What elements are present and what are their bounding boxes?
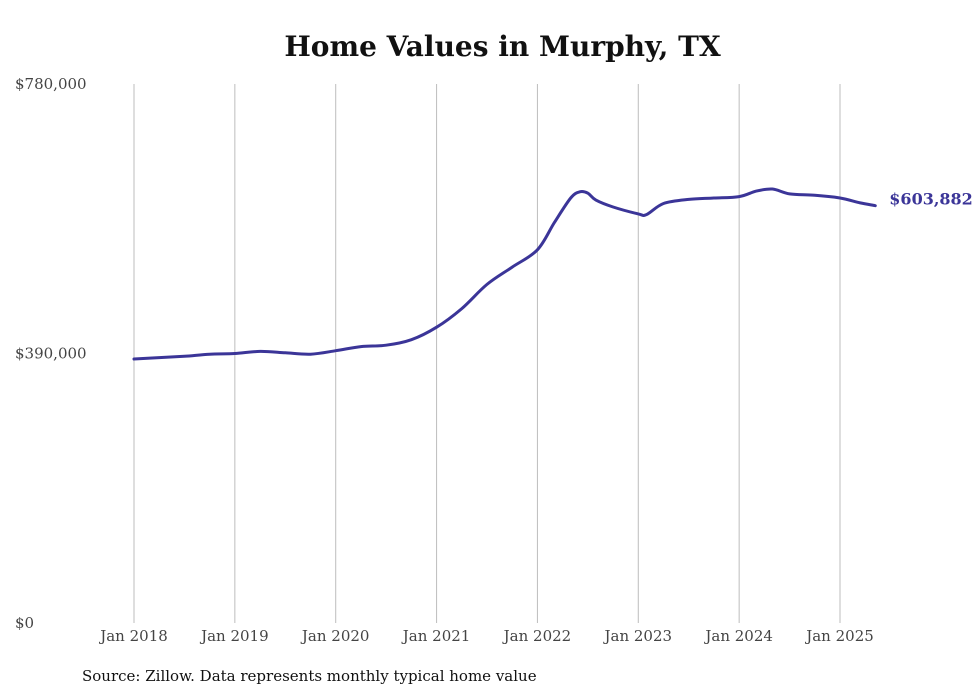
- x-tick-label: Jan 2018: [98, 627, 168, 645]
- x-tick-label: Jan 2023: [603, 627, 673, 645]
- x-tick-label: Jan 2020: [300, 627, 370, 645]
- y-tick-label: $780,000: [15, 75, 87, 93]
- x-tick-label: Jan 2025: [804, 627, 874, 645]
- source-note: Source: Zillow. Data represents monthly …: [82, 667, 537, 685]
- x-tick-label: Jan 2024: [703, 627, 773, 645]
- series-line: [132, 187, 877, 361]
- chart-title: Home Values in Murphy, TX: [284, 30, 721, 63]
- x-tick-label: Jan 2022: [502, 627, 572, 645]
- y-tick-label: $390,000: [15, 345, 87, 363]
- axes: Jan 2018 Jan 2019 Jan 2020 Jan 2021 Jan 2022…: [15, 75, 874, 645]
- x-tick-label: Jan 2021: [401, 627, 471, 645]
- series-layer: $603,882: [132, 187, 973, 361]
- y-tick-label: $0: [15, 614, 34, 632]
- x-tick-label: Jan 2019: [199, 627, 269, 645]
- end-value-label: $603,882: [889, 190, 973, 209]
